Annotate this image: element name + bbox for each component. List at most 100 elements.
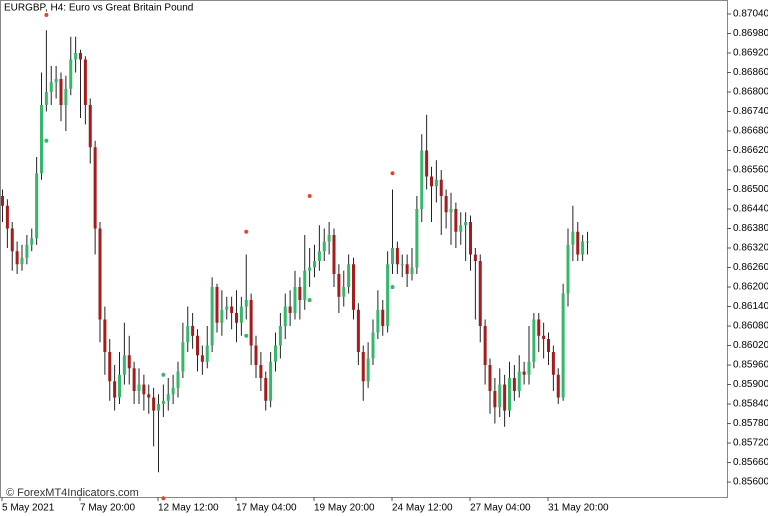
candle-body (391, 248, 394, 265)
signal-marker (307, 298, 312, 303)
candle-body (113, 381, 117, 398)
watermark: © ForexMT4Indicators.com (6, 487, 139, 499)
candle-body (5, 205, 9, 229)
candle-body (215, 287, 219, 323)
signal-marker (44, 12, 49, 17)
candle-body (54, 78, 58, 83)
candle-body (473, 254, 477, 262)
plot-frame (0, 0, 728, 498)
candle-body (420, 150, 424, 210)
candle-body (254, 345, 258, 366)
candle-body (88, 104, 92, 148)
candle-body (381, 309, 385, 327)
candle-body (40, 104, 43, 174)
signal-marker (307, 194, 312, 199)
candle-body (415, 209, 419, 268)
candle-body (517, 371, 521, 392)
candle-body (161, 400, 165, 405)
candle-body (274, 345, 277, 362)
y-tick-label: 0.85780 (733, 418, 768, 429)
y-tick-label: 0.85600 (733, 477, 768, 488)
candle-body (20, 257, 24, 265)
candle-body (108, 352, 112, 382)
candle-body (430, 176, 433, 187)
y-tick-label: 0.86920 (733, 48, 768, 59)
candle-body (571, 231, 575, 245)
y-tick-label: 0.85840 (733, 399, 768, 410)
candle-body (235, 313, 238, 323)
candle-body (244, 300, 248, 307)
candle-body (434, 179, 438, 187)
candle-body (347, 264, 351, 288)
candle-body (356, 309, 360, 353)
candle-body (83, 59, 87, 105)
x-tick-label: 17 May 04:00 (236, 503, 297, 514)
y-tick-label: 0.86740 (733, 106, 768, 117)
y-tick-label: 0.86320 (733, 243, 768, 254)
candle-body (225, 306, 229, 310)
candle-body (581, 241, 585, 255)
candle-body (122, 355, 126, 375)
candle-body (469, 222, 472, 255)
candle-body (64, 88, 68, 105)
candle-body (498, 384, 502, 408)
candle-body (522, 371, 526, 375)
candle-body (459, 225, 463, 232)
candle-body (454, 209, 458, 232)
candle-body (337, 274, 341, 297)
candle-body (200, 355, 204, 362)
signal-marker (390, 171, 395, 176)
signal-marker (390, 285, 395, 290)
candle-body (44, 91, 48, 105)
candle-body (488, 365, 492, 392)
candle-body (371, 332, 375, 359)
candle-body (293, 287, 297, 314)
signal-marker (244, 229, 249, 234)
candle-body (317, 251, 321, 262)
candle-body (74, 52, 78, 60)
y-tick-label: 0.86980 (733, 28, 768, 39)
candle-body (25, 244, 29, 258)
candle-body (166, 394, 170, 401)
candle-body (376, 309, 380, 333)
x-tick-label: 5 May 2021 (2, 503, 55, 514)
candle-body (551, 352, 555, 375)
candle-body (361, 352, 365, 382)
candle-body (386, 264, 390, 327)
candle-body (239, 306, 243, 323)
y-tick-label: 0.86800 (733, 87, 768, 98)
y-tick-label: 0.85720 (733, 438, 768, 449)
candle-body (137, 384, 141, 392)
candle-body (69, 59, 73, 89)
x-tick-label: 12 May 12:00 (158, 503, 219, 514)
candle-body (444, 196, 448, 213)
candle-body (79, 52, 82, 60)
candle-body (503, 384, 507, 411)
y-tick-label: 0.86500 (733, 184, 768, 195)
y-tick-label: 0.86860 (733, 67, 768, 78)
x-tick-label: 24 May 12:00 (392, 503, 453, 514)
y-tick-label: 0.86080 (733, 321, 768, 332)
candle-body (118, 374, 121, 398)
candle-body (342, 287, 346, 297)
candle-body (1, 196, 4, 206)
candle-body (157, 404, 160, 411)
candle-body (59, 78, 63, 105)
y-tick-label: 0.86380 (733, 223, 768, 234)
candle-body (332, 235, 336, 275)
candle-body (283, 306, 287, 327)
candle-body (308, 267, 312, 271)
candle-body (464, 222, 468, 226)
x-tick-label: 19 May 20:00 (314, 503, 375, 514)
y-tick-label: 0.86140 (733, 301, 768, 312)
candle-body (230, 306, 234, 314)
candle-body (566, 244, 570, 294)
candle-body (205, 345, 209, 362)
candle-body (152, 397, 156, 411)
candle-body (493, 391, 497, 408)
y-tick-label: 0.86260 (733, 262, 768, 273)
y-tick-label: 0.85960 (733, 360, 768, 371)
y-tick-label: 0.86680 (733, 126, 768, 137)
candle-body (547, 339, 550, 353)
